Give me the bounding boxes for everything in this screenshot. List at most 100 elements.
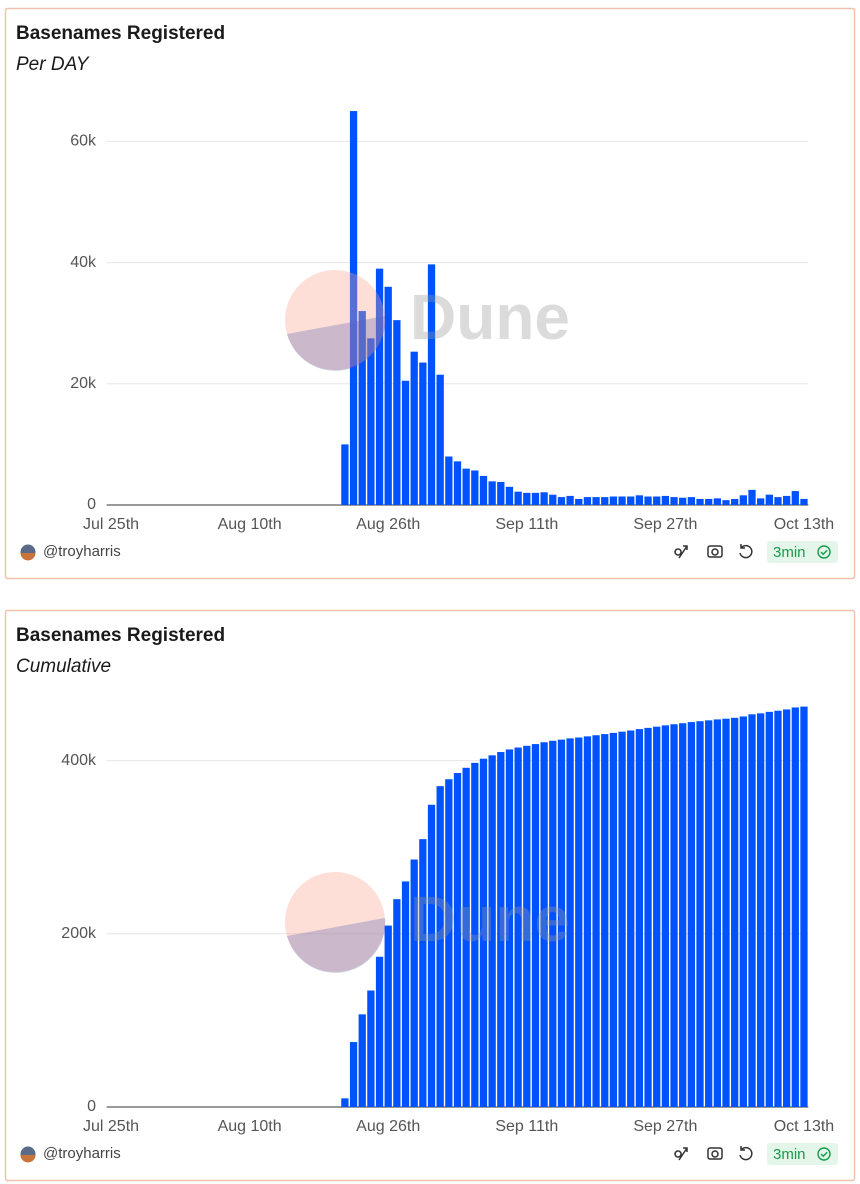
bar <box>436 374 444 505</box>
bar <box>471 470 479 505</box>
bar <box>687 722 696 1107</box>
bar <box>783 495 791 505</box>
bar <box>713 498 721 505</box>
bar <box>583 736 592 1107</box>
bar <box>384 925 392 1107</box>
bar <box>505 749 514 1107</box>
bar <box>401 881 410 1107</box>
bar <box>497 481 505 505</box>
bar <box>375 268 384 505</box>
bar <box>549 740 557 1107</box>
x-tick-label: Sep 11th <box>495 1118 558 1135</box>
bar <box>341 1098 349 1107</box>
x-tick-label: Jul 25th <box>83 1118 139 1135</box>
bar <box>566 738 574 1107</box>
refresh-time: 3min <box>773 544 806 561</box>
bar <box>757 713 765 1107</box>
bar <box>557 739 566 1107</box>
bar <box>783 709 791 1107</box>
x-tick-label: Aug 26th <box>356 516 420 533</box>
refresh-icon[interactable] <box>739 544 753 559</box>
bar <box>471 762 479 1107</box>
watermark-logo <box>285 872 385 972</box>
bar <box>393 320 401 505</box>
fork-icon[interactable] <box>674 1147 688 1161</box>
check-icon <box>817 545 831 559</box>
bar <box>358 311 366 505</box>
watermark-logo-lower <box>287 918 386 973</box>
bar <box>583 497 592 505</box>
bar <box>627 496 635 505</box>
screenshot-icon[interactable] <box>707 545 723 558</box>
check-icon <box>817 1147 831 1161</box>
y-tick-label: 60k <box>70 133 97 150</box>
x-tick-label: Sep 27th <box>633 516 697 533</box>
bar <box>497 752 505 1107</box>
bar <box>696 498 704 505</box>
x-tick-label: Sep 27th <box>633 1118 697 1135</box>
fork-icon[interactable] <box>674 545 688 559</box>
bar <box>393 899 401 1107</box>
bar <box>445 456 453 505</box>
bar <box>670 724 678 1107</box>
bar <box>635 729 644 1107</box>
x-tick-label: Aug 10th <box>218 516 282 533</box>
bar <box>713 719 721 1107</box>
bar <box>514 747 522 1107</box>
bar <box>653 726 661 1107</box>
refresh-icon[interactable] <box>739 1146 753 1161</box>
bar <box>453 773 462 1107</box>
refresh-time: 3min <box>773 1146 806 1163</box>
bar <box>705 720 713 1107</box>
bar <box>791 707 799 1107</box>
check-mark <box>820 549 828 556</box>
avatar-ground <box>20 553 36 561</box>
bar <box>679 723 687 1107</box>
bar <box>479 758 488 1107</box>
bar <box>462 767 470 1107</box>
bar <box>765 494 773 505</box>
bar <box>661 725 670 1107</box>
bar <box>609 496 618 505</box>
chart-title: Basenames Registered <box>16 625 225 646</box>
bar <box>635 495 644 505</box>
bar <box>679 497 687 505</box>
bar <box>705 498 713 505</box>
bar <box>341 444 349 505</box>
check-mark <box>820 1151 828 1158</box>
author: @troyharris <box>43 543 121 560</box>
watermark: Dune <box>410 281 570 353</box>
bar <box>384 286 392 505</box>
x-tick-label: Aug 10th <box>218 1118 282 1135</box>
bar <box>592 735 600 1107</box>
bar <box>627 730 635 1107</box>
bar <box>575 737 583 1107</box>
bar <box>453 461 462 505</box>
bar <box>505 486 514 505</box>
bar <box>644 496 652 505</box>
bar <box>653 496 661 505</box>
watermark: Dune <box>410 883 570 955</box>
y-tick-label: 40k <box>70 254 97 271</box>
bar <box>375 956 384 1107</box>
watermark-logo-lower <box>287 316 386 371</box>
chart-subtitle: Cumulative <box>16 656 111 677</box>
x-tick-label: Aug 26th <box>356 1118 420 1135</box>
bar <box>523 745 531 1107</box>
bar <box>419 839 427 1107</box>
bar <box>575 498 583 505</box>
bar <box>566 495 574 505</box>
bar <box>609 732 618 1107</box>
bar <box>401 380 410 505</box>
screenshot-icon[interactable] <box>707 1147 723 1160</box>
y-tick-label: 20k <box>70 375 97 392</box>
bar <box>488 481 496 505</box>
bar <box>731 717 739 1107</box>
bar <box>367 990 375 1107</box>
bar <box>757 498 765 505</box>
bar <box>661 495 670 505</box>
bar <box>436 786 444 1107</box>
screenshot-lens <box>711 1150 719 1158</box>
bar <box>748 714 756 1107</box>
author: @troyharris <box>43 1145 121 1162</box>
